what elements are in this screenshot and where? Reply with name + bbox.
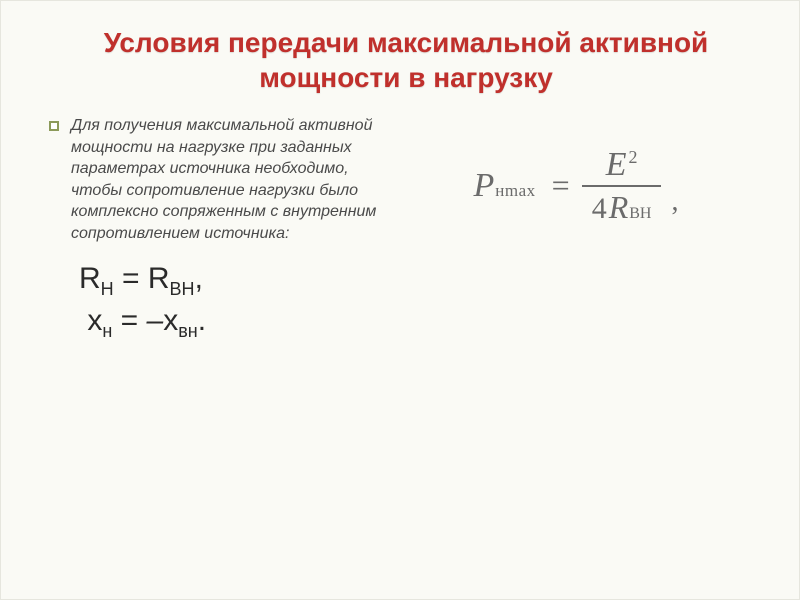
fraction-bar-icon: [582, 185, 662, 187]
slide-title: Условия передачи максимальной активной м…: [59, 25, 753, 95]
sym-x2: x: [163, 304, 178, 337]
sym-R2: R: [148, 262, 170, 295]
sub-VN: ВН: [170, 279, 195, 299]
left-column: Для получения максимальной активной мощн…: [49, 115, 389, 343]
fraction-numerator: E 2: [596, 147, 648, 183]
bullet-text: Для получения максимальной активной мощн…: [71, 115, 379, 245]
conjugate-condition-formula: RН = RВН, xн = –xвн.: [49, 259, 379, 344]
coef-4: 4: [592, 193, 607, 225]
fraction: E 2 4 R ВН: [582, 147, 662, 224]
sym-P: P: [474, 167, 495, 205]
formula-line-1: RН = RВН,: [79, 259, 379, 301]
fraction-denominator: 4 R ВН: [582, 191, 662, 225]
sub-VN-2: ВН: [629, 206, 651, 223]
trailing-comma: ,: [671, 186, 678, 224]
slide: Условия передачи максимальной активной м…: [0, 0, 800, 600]
bullet-item: Для получения максимальной активной мощн…: [49, 115, 379, 245]
sym-x: x: [87, 304, 102, 337]
neg-sign: –: [147, 304, 164, 337]
bullet-marker-icon: [49, 121, 59, 131]
sup-2: 2: [628, 148, 637, 167]
sub-n: н: [102, 321, 112, 341]
eq-sign: =: [114, 262, 148, 295]
sub-N: Н: [101, 279, 114, 299]
pmax-formula: P нmax = E 2 4 R ВН ,: [474, 147, 679, 224]
sym-R: R: [79, 262, 101, 295]
eq-sign-2: =: [112, 304, 146, 337]
formula-line-2: xн = –xвн.: [79, 301, 379, 343]
slide-body: Для получения максимальной активной мощн…: [49, 115, 763, 343]
tail-comma: ,: [195, 262, 203, 295]
tail-period: .: [198, 304, 206, 337]
sub-vn: вн: [178, 321, 198, 341]
right-column: P нmax = E 2 4 R ВН ,: [389, 115, 763, 224]
pmax-lhs: P нmax: [474, 167, 536, 205]
sub-nmax: нmax: [495, 181, 535, 201]
sym-Rvn: R: [609, 191, 629, 225]
eq-sign-3: =: [552, 167, 570, 204]
sym-E: E: [606, 147, 627, 183]
